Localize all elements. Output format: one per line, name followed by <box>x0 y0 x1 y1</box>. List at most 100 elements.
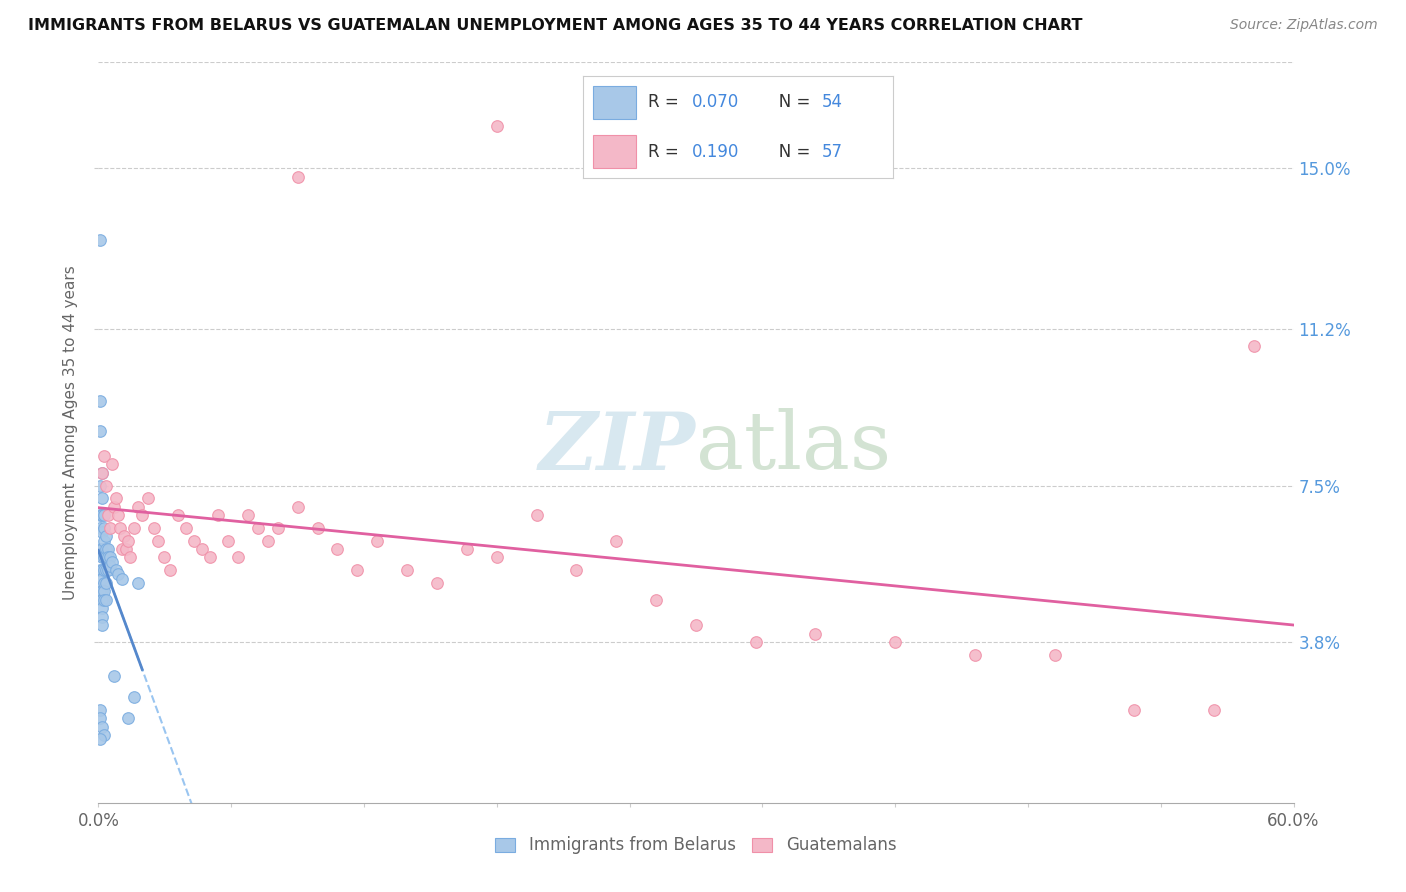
Point <box>97 541 120 556</box>
Point <box>456 541 478 556</box>
Point <box>226 550 249 565</box>
Point <box>124 690 146 704</box>
Point <box>91 466 114 480</box>
Point <box>96 563 118 577</box>
Point <box>105 563 128 577</box>
Point <box>127 500 149 514</box>
Point <box>93 575 115 590</box>
Point <box>426 575 449 590</box>
Text: ZIP: ZIP <box>538 409 696 486</box>
Point <box>97 508 120 522</box>
Point <box>89 703 111 717</box>
Bar <box>593 136 636 168</box>
Point <box>91 601 114 615</box>
Point <box>91 491 114 506</box>
Point <box>217 533 239 548</box>
Point <box>167 508 190 522</box>
Point <box>107 567 129 582</box>
Text: 0.070: 0.070 <box>692 94 740 112</box>
Text: IMMIGRANTS FROM BELARUS VS GUATEMALAN UNEMPLOYMENT AMONG AGES 35 TO 44 YEARS COR: IMMIGRANTS FROM BELARUS VS GUATEMALAN UN… <box>28 18 1083 33</box>
Point <box>89 711 111 725</box>
Point <box>112 529 135 543</box>
Point <box>91 572 114 586</box>
Point <box>267 521 290 535</box>
Point <box>645 592 668 607</box>
Point <box>96 478 118 492</box>
Point <box>93 521 115 535</box>
Bar <box>593 87 636 119</box>
Text: N =: N = <box>763 143 815 161</box>
Point <box>89 541 111 556</box>
Point <box>1243 339 1265 353</box>
Text: atlas: atlas <box>696 409 891 486</box>
Point <box>101 555 124 569</box>
Point <box>143 521 166 535</box>
Point <box>105 491 128 506</box>
Text: 0.190: 0.190 <box>692 143 740 161</box>
Text: Source: ZipAtlas.com: Source: ZipAtlas.com <box>1230 18 1378 32</box>
Point <box>91 524 114 539</box>
Y-axis label: Unemployment Among Ages 35 to 44 years: Unemployment Among Ages 35 to 44 years <box>63 265 79 600</box>
Point <box>963 648 986 662</box>
Point <box>131 508 153 522</box>
Point <box>884 635 907 649</box>
Point <box>117 533 139 548</box>
Point <box>103 500 125 514</box>
Point <box>287 169 309 184</box>
Point <box>98 550 122 565</box>
Point <box>485 119 508 133</box>
Point <box>93 533 115 548</box>
Point <box>91 592 114 607</box>
Point <box>89 584 111 599</box>
Point <box>236 508 259 522</box>
Point <box>93 728 115 742</box>
Point <box>174 521 197 535</box>
Point <box>1123 703 1146 717</box>
Point <box>124 521 146 535</box>
Point <box>91 541 114 556</box>
Point <box>111 541 134 556</box>
Point <box>89 521 111 535</box>
Point <box>91 720 114 734</box>
Point <box>396 563 419 577</box>
Point <box>485 550 508 565</box>
Point <box>153 550 176 565</box>
Point <box>91 550 114 565</box>
Point <box>1043 648 1066 662</box>
Point <box>287 500 309 514</box>
Point <box>96 541 118 556</box>
Point <box>89 233 111 247</box>
Point <box>91 466 114 480</box>
Point <box>326 541 349 556</box>
Point <box>110 521 132 535</box>
Point <box>96 592 118 607</box>
Point <box>120 550 142 565</box>
Text: R =: R = <box>648 94 690 112</box>
Point <box>93 449 115 463</box>
Point <box>97 563 120 577</box>
Point <box>159 563 181 577</box>
Point <box>198 550 221 565</box>
Point <box>526 508 548 522</box>
Text: N =: N = <box>763 94 815 112</box>
Point <box>183 533 205 548</box>
Point <box>111 572 134 586</box>
Point <box>93 592 115 607</box>
Point <box>346 563 368 577</box>
Point <box>256 533 278 548</box>
Point <box>96 575 118 590</box>
Point <box>366 533 388 548</box>
Point <box>207 508 229 522</box>
Point <box>148 533 170 548</box>
Point <box>96 529 118 543</box>
Point <box>98 521 122 535</box>
Point <box>107 508 129 522</box>
Legend: Immigrants from Belarus, Guatemalans: Immigrants from Belarus, Guatemalans <box>489 830 903 861</box>
Point <box>191 541 214 556</box>
Point <box>89 732 111 747</box>
Point <box>91 618 114 632</box>
Point <box>97 550 120 565</box>
Point <box>96 550 118 565</box>
Point <box>127 575 149 590</box>
Text: 54: 54 <box>821 94 842 112</box>
